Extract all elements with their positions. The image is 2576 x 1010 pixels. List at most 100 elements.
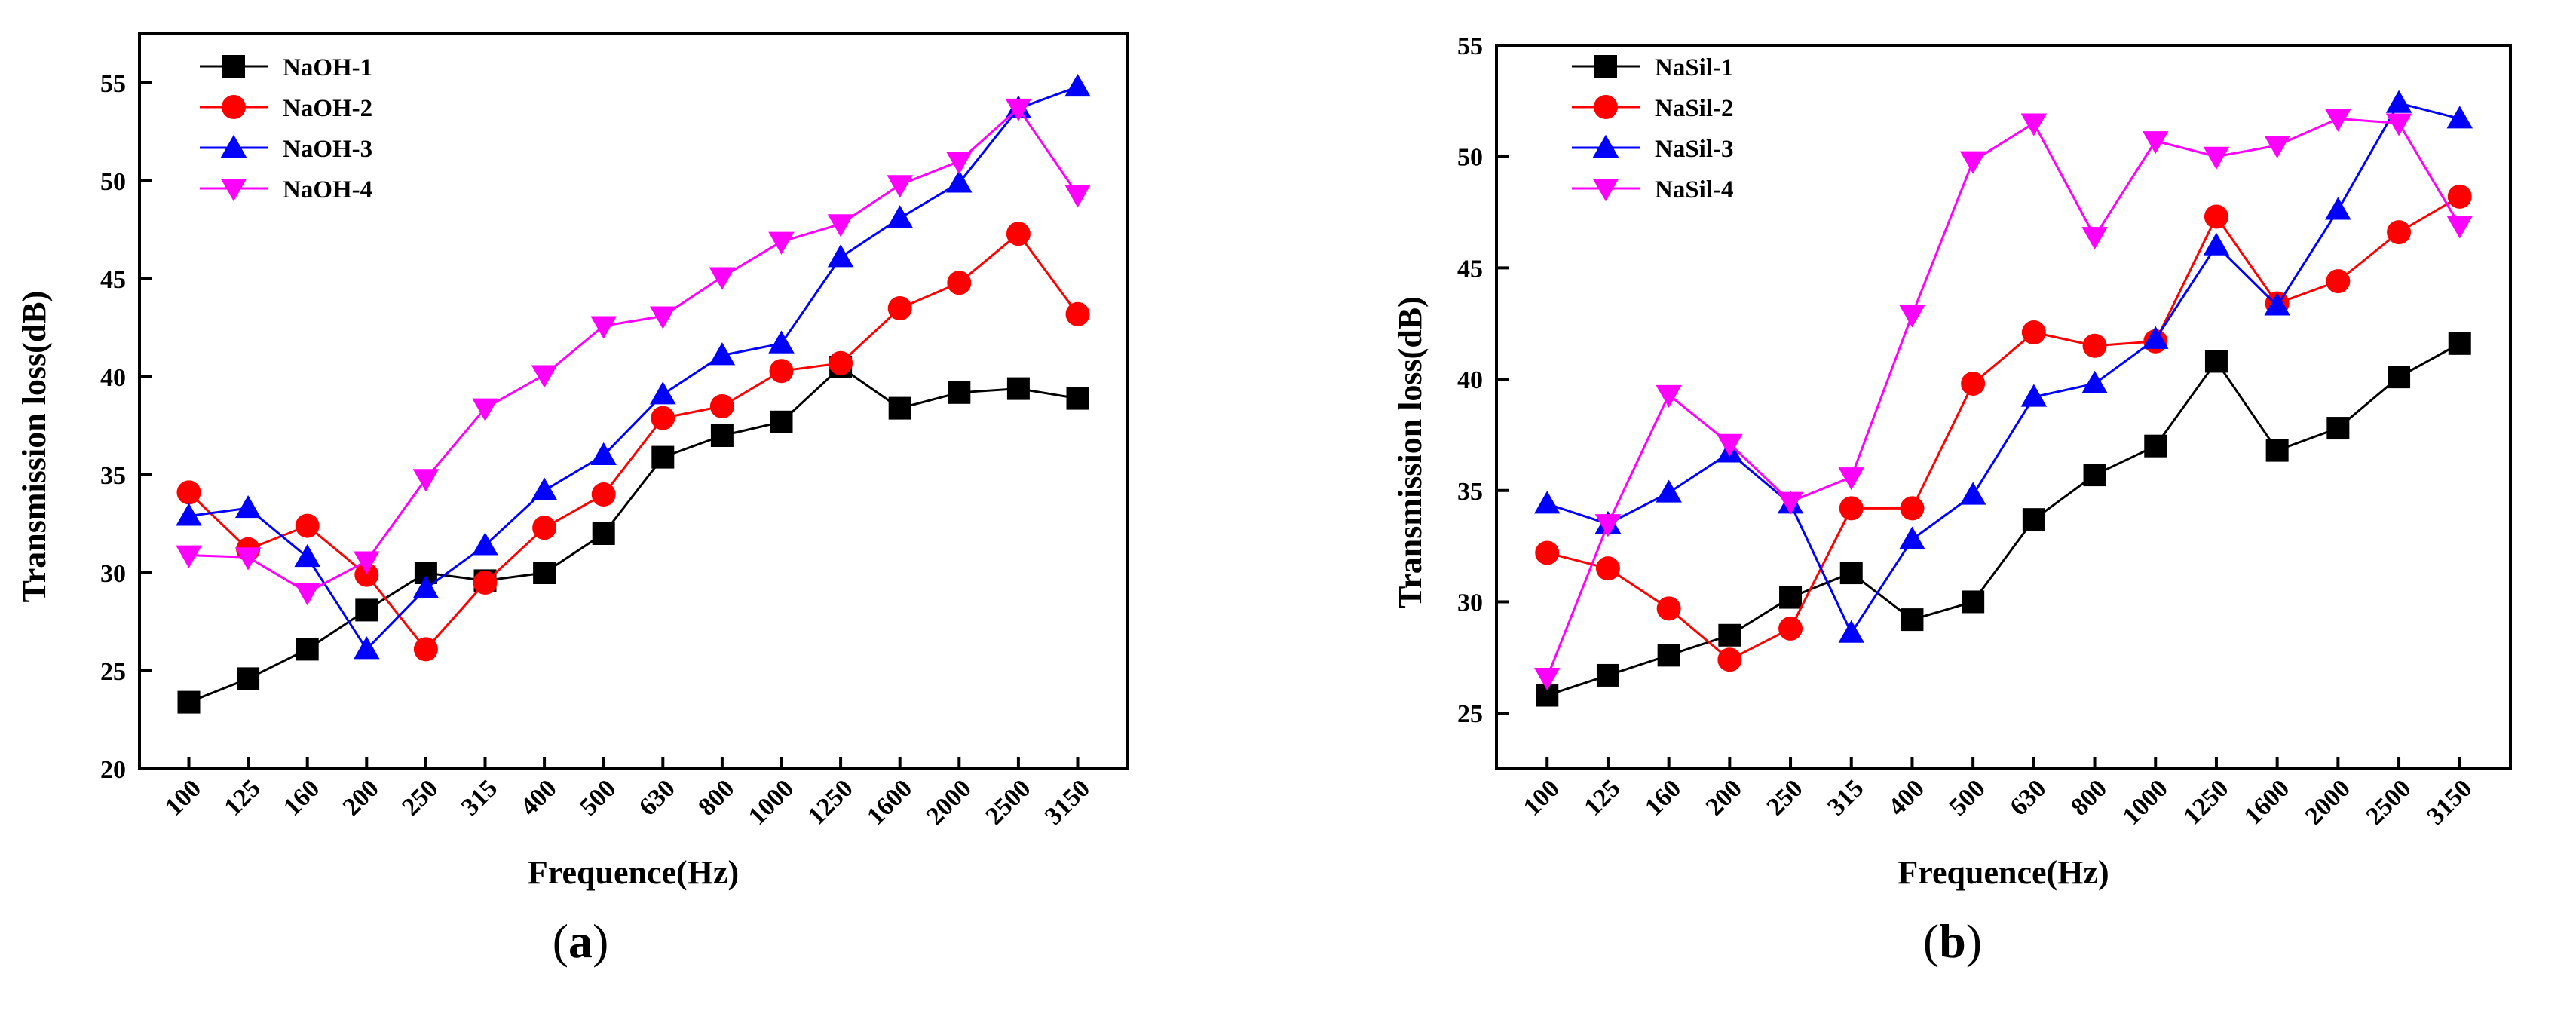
legend: NaOH-1 NaOH-2 NaOH-3 NaOH-4 (200, 54, 372, 204)
data-point (1064, 185, 1091, 208)
data-point (532, 516, 557, 540)
data-point (2326, 417, 2350, 440)
data-point (1657, 644, 1680, 667)
x-tick-label: 160 (278, 774, 325, 821)
series-line-NaOH-1 (188, 366, 1078, 703)
data-point (176, 480, 201, 505)
series-NaOH-4 (176, 98, 1091, 606)
data-point (887, 205, 913, 228)
data-point (2143, 326, 2169, 349)
x-tick-label: 100 (160, 774, 207, 821)
series-line-NaOH-2 (188, 232, 1079, 651)
data-point (710, 424, 734, 447)
panel-label: (a) (553, 914, 609, 968)
data-point (1777, 491, 1804, 515)
legend-label: NaOH-3 (283, 136, 372, 163)
series-line-NaSil-4 (1545, 117, 2461, 678)
data-point (2081, 370, 2108, 393)
data-point (1839, 562, 1863, 585)
data-point (1534, 667, 1561, 691)
data-point (2022, 508, 2045, 531)
data-point (533, 562, 556, 584)
data-point (887, 175, 913, 198)
data-point (769, 359, 794, 384)
legend-label: NaOH-1 (283, 54, 372, 81)
data-point (1594, 514, 1622, 537)
legend-marker (1592, 134, 1619, 158)
data-point (412, 469, 440, 492)
data-point (590, 316, 617, 339)
data-point (829, 350, 853, 375)
x-tick-label: 800 (2066, 774, 2112, 821)
x-tick-label: 800 (693, 774, 740, 821)
series-NaOH-1 (177, 356, 1089, 714)
data-point (651, 406, 675, 430)
panel-label: (b) (1923, 914, 1982, 968)
y-axis-title: Transmission loss(dB) (1392, 296, 1429, 608)
data-point (770, 410, 793, 433)
data-point (948, 381, 971, 404)
series-NaOH-3 (176, 73, 1091, 660)
data-point (887, 296, 912, 320)
series-line-NaSil-1 (1546, 342, 2461, 696)
x-tick-label: 1000 (743, 774, 799, 830)
series-line-NaOH-4 (188, 106, 1079, 594)
legend-marker (1592, 179, 1619, 202)
legend-label: NaOH-4 (283, 176, 372, 204)
data-point (1656, 596, 1681, 621)
data-point (1838, 620, 1864, 643)
x-tick-label: 400 (516, 774, 562, 821)
y-tick-label: 45 (100, 266, 126, 294)
data-point (2325, 109, 2351, 132)
data-point (2143, 131, 2169, 155)
legend-marker (222, 55, 245, 78)
data-point (1959, 482, 1986, 505)
x-tick-label: 2500 (980, 774, 1036, 830)
y-tick-label: 50 (1457, 144, 1483, 172)
data-point (1005, 98, 1032, 122)
data-point (1064, 73, 1091, 97)
x-axis-title: Frequence(Hz) (528, 854, 739, 891)
data-point (1717, 647, 1742, 672)
plot-frame (1495, 44, 2512, 770)
data-point (1656, 479, 1682, 503)
data-point (2203, 146, 2230, 170)
data-point (2387, 220, 2412, 245)
data-point (294, 543, 320, 568)
data-point (2385, 90, 2412, 113)
data-point (768, 330, 795, 354)
data-point (1006, 222, 1031, 246)
x-tick-label: 250 (1761, 774, 1808, 821)
data-point (2326, 269, 2351, 294)
legend: NaSil-1 NaSil-2 NaSil-3 NaSil-4 (1572, 54, 1734, 204)
data-point (1656, 384, 1682, 409)
x-tick-label: 125 (1579, 774, 1625, 821)
data-point (354, 562, 379, 587)
x-tick-label: 125 (219, 774, 266, 821)
series-line-NaSil-2 (1546, 195, 2461, 662)
y-tick-label: 50 (100, 168, 126, 196)
data-point (2446, 216, 2473, 239)
data-point (413, 637, 438, 662)
y-tick-label: 35 (1457, 478, 1483, 506)
data-point (354, 551, 380, 574)
y-tick-label: 55 (100, 70, 126, 98)
y-tick-label: 55 (1457, 32, 1483, 60)
y-tick-label: 35 (100, 462, 126, 490)
data-point (531, 365, 558, 388)
y-tick-label: 20 (100, 756, 126, 784)
data-point (2446, 106, 2473, 129)
data-point (2388, 366, 2411, 389)
x-tick-label: 500 (1944, 774, 1991, 821)
data-point (709, 342, 736, 366)
data-point (354, 636, 380, 660)
y-tick-label: 25 (1457, 700, 1483, 728)
x-tick-label: 1250 (2178, 774, 2234, 830)
data-point (234, 547, 262, 571)
data-point (888, 396, 911, 420)
x-tick-label: 200 (1701, 774, 1747, 821)
data-point (472, 532, 498, 556)
y-tick-label: 30 (1457, 589, 1483, 617)
data-point (1901, 608, 1924, 632)
chart-panel-a: 20 25 30 35 40 45 50 55 100 125 160 200 250 315 400 500… (16, 32, 1129, 968)
